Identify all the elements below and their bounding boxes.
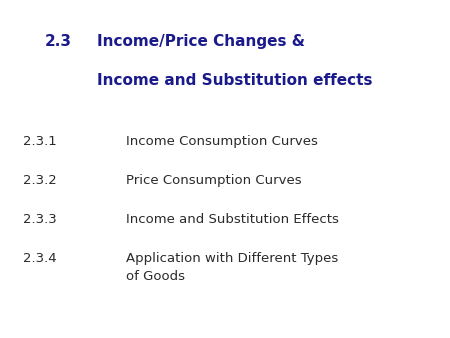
- Text: Price Consumption Curves: Price Consumption Curves: [126, 174, 302, 187]
- Text: Income and Substitution effects: Income and Substitution effects: [97, 73, 372, 88]
- Text: Income/Price Changes &: Income/Price Changes &: [97, 34, 305, 49]
- Text: 2.3.2: 2.3.2: [22, 174, 56, 187]
- Text: 2.3: 2.3: [45, 34, 72, 49]
- Text: Income Consumption Curves: Income Consumption Curves: [126, 135, 318, 148]
- Text: 2.3.4: 2.3.4: [22, 252, 56, 265]
- Text: 2.3.1: 2.3.1: [22, 135, 56, 148]
- Text: Income and Substitution Effects: Income and Substitution Effects: [126, 213, 339, 226]
- Text: 2.3.3: 2.3.3: [22, 213, 56, 226]
- Text: Application with Different Types
of Goods: Application with Different Types of Good…: [126, 252, 338, 283]
